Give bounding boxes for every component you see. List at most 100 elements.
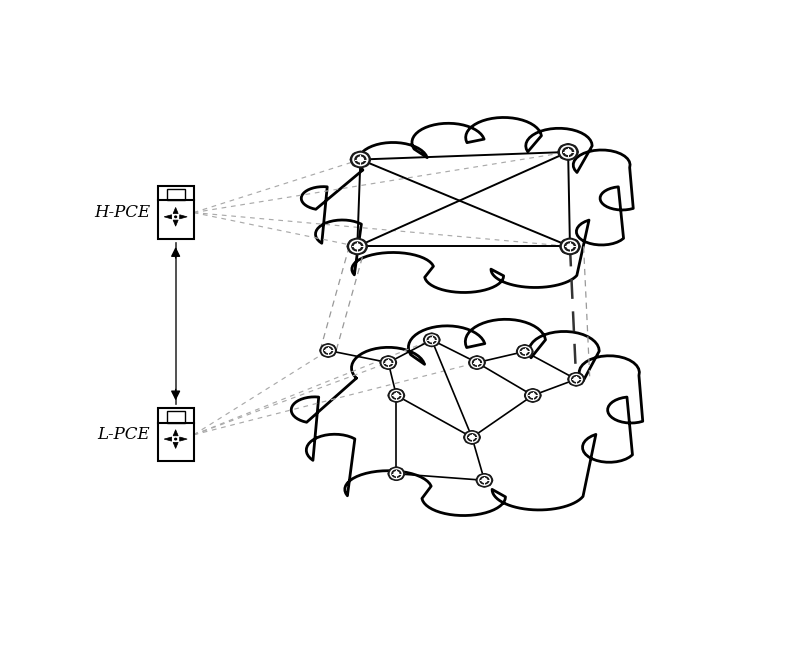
Circle shape [528,392,537,399]
Circle shape [390,399,392,400]
Circle shape [380,356,396,369]
Circle shape [525,389,541,402]
Circle shape [320,344,336,357]
Circle shape [386,361,390,365]
Circle shape [359,152,362,154]
Circle shape [332,346,334,347]
Circle shape [350,251,353,253]
Circle shape [570,375,582,384]
Circle shape [466,432,468,434]
Circle shape [392,392,401,399]
Circle shape [388,473,390,474]
Circle shape [402,473,405,474]
Circle shape [575,373,578,375]
Circle shape [436,343,438,345]
Circle shape [430,333,433,335]
Circle shape [402,394,405,396]
Circle shape [539,394,541,396]
Polygon shape [173,207,178,214]
Circle shape [561,146,575,158]
Circle shape [478,476,481,477]
Circle shape [426,335,438,345]
Circle shape [400,390,402,392]
Circle shape [518,346,530,356]
Text: H-PCE: H-PCE [94,204,150,221]
Circle shape [366,163,368,165]
Circle shape [524,345,526,346]
Circle shape [395,389,398,390]
Circle shape [572,376,581,383]
Circle shape [471,358,483,367]
Circle shape [476,367,478,369]
Circle shape [526,390,529,392]
Circle shape [473,359,482,366]
Circle shape [430,338,434,342]
Circle shape [490,480,493,481]
Circle shape [353,163,355,165]
Circle shape [358,157,363,162]
Circle shape [350,152,370,168]
Circle shape [436,335,438,337]
Circle shape [470,436,474,440]
Circle shape [569,253,571,255]
Circle shape [362,251,365,253]
Polygon shape [164,437,172,441]
Circle shape [481,358,483,359]
Circle shape [568,379,570,380]
Polygon shape [180,215,187,219]
Circle shape [558,151,561,153]
Circle shape [578,245,580,247]
Circle shape [476,441,478,442]
Circle shape [388,389,405,402]
Circle shape [466,432,478,442]
Circle shape [532,389,534,390]
Circle shape [565,242,575,251]
Circle shape [524,356,526,358]
Circle shape [326,348,330,352]
Circle shape [390,469,402,479]
Circle shape [476,474,493,487]
Circle shape [368,159,370,161]
Circle shape [482,478,487,482]
Circle shape [481,366,483,367]
Circle shape [478,436,480,438]
Circle shape [322,354,324,356]
Circle shape [561,156,563,158]
Circle shape [466,441,468,442]
Circle shape [464,431,480,444]
Circle shape [476,480,478,481]
Circle shape [580,375,582,376]
Circle shape [362,240,365,243]
Circle shape [575,384,578,386]
Circle shape [570,375,572,376]
Circle shape [355,155,366,164]
Circle shape [366,154,368,155]
Circle shape [483,474,486,476]
Circle shape [384,359,393,366]
Circle shape [517,345,533,358]
Circle shape [387,367,390,369]
Circle shape [518,355,521,356]
Circle shape [380,361,382,363]
Circle shape [483,361,485,363]
Circle shape [320,350,322,352]
Circle shape [324,347,333,354]
Circle shape [394,394,398,398]
Circle shape [426,343,428,345]
Circle shape [395,400,398,402]
Circle shape [567,158,570,160]
Circle shape [359,165,362,168]
Circle shape [390,390,402,400]
Circle shape [562,148,574,156]
Circle shape [390,390,392,392]
Circle shape [347,238,367,255]
Circle shape [392,366,394,367]
Circle shape [529,355,530,356]
Circle shape [480,477,489,484]
Circle shape [469,361,471,363]
Circle shape [471,442,473,444]
Circle shape [537,390,539,392]
Circle shape [322,346,324,347]
Circle shape [427,337,436,344]
Circle shape [476,356,478,358]
